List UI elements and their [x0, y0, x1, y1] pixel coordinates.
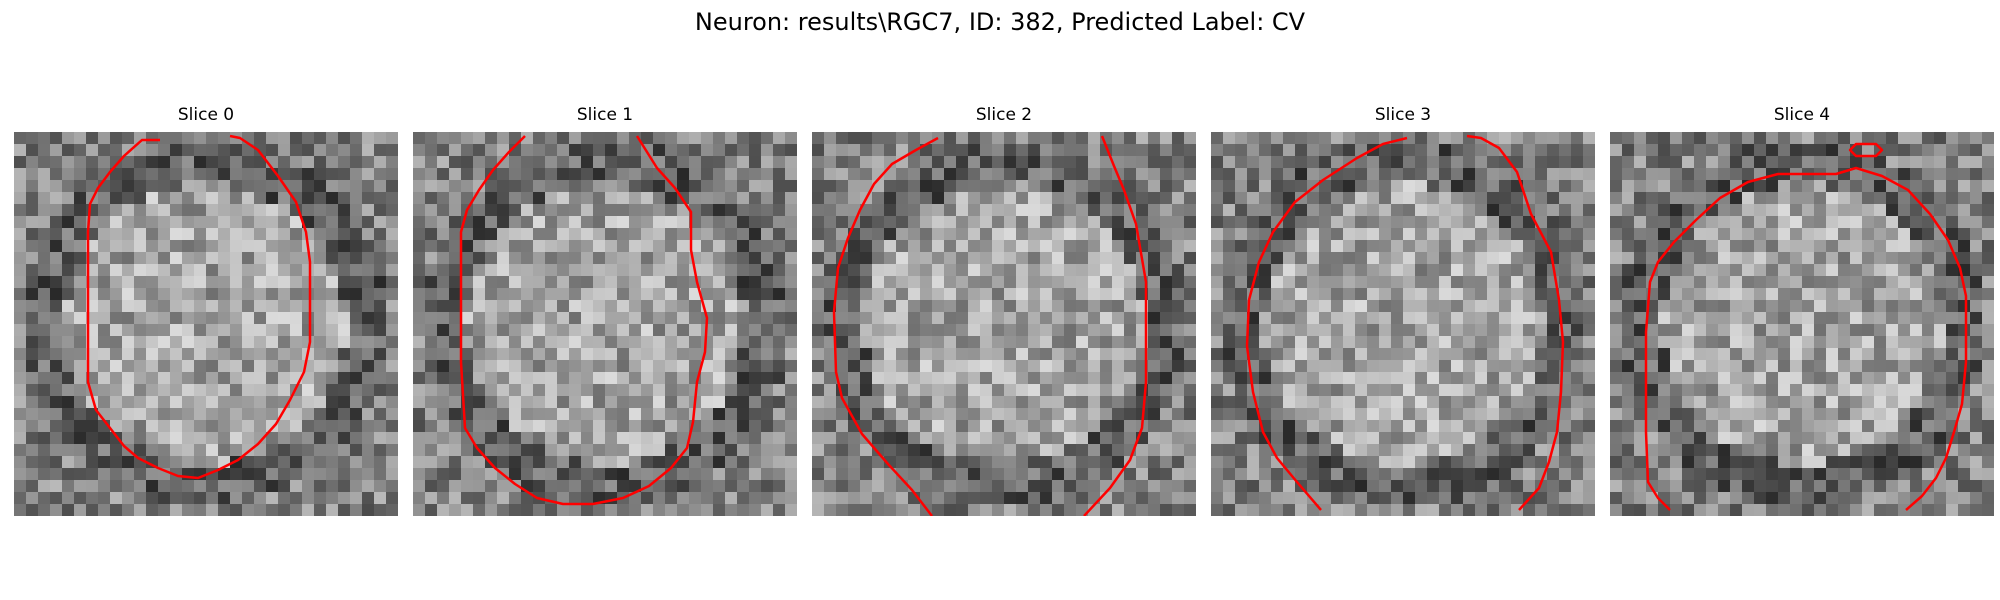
cell-contour: [1245, 134, 1565, 511]
slice-title: Slice 3: [1374, 105, 1432, 125]
slice-image: [1211, 132, 1595, 516]
cell-contour: [1848, 142, 1884, 158]
slice-panel-4: Slice 4: [1610, 105, 1994, 516]
slice-image: [14, 132, 398, 516]
slice-panel-0: Slice 0: [14, 105, 398, 516]
slice-image: [1610, 132, 1994, 516]
cell-contour: [832, 135, 1148, 516]
slice-title: Slice 1: [576, 105, 634, 125]
slice-title: Slice 4: [1773, 105, 1831, 125]
cell-contour: [86, 134, 312, 480]
cell-contour: [459, 135, 709, 506]
slice-title: Slice 2: [975, 105, 1033, 125]
slice-image: [812, 132, 1196, 516]
figure-title: Neuron: results\RGC7, ID: 382, Predicted…: [694, 8, 1306, 36]
slice-panel-1: Slice 1: [413, 105, 797, 516]
slice-title: Slice 0: [177, 105, 235, 125]
cell-contour: [1644, 166, 1968, 511]
slice-panel-3: Slice 3: [1211, 105, 1595, 516]
slice-panel-2: Slice 2: [812, 105, 1196, 516]
slice-image: [413, 132, 797, 516]
